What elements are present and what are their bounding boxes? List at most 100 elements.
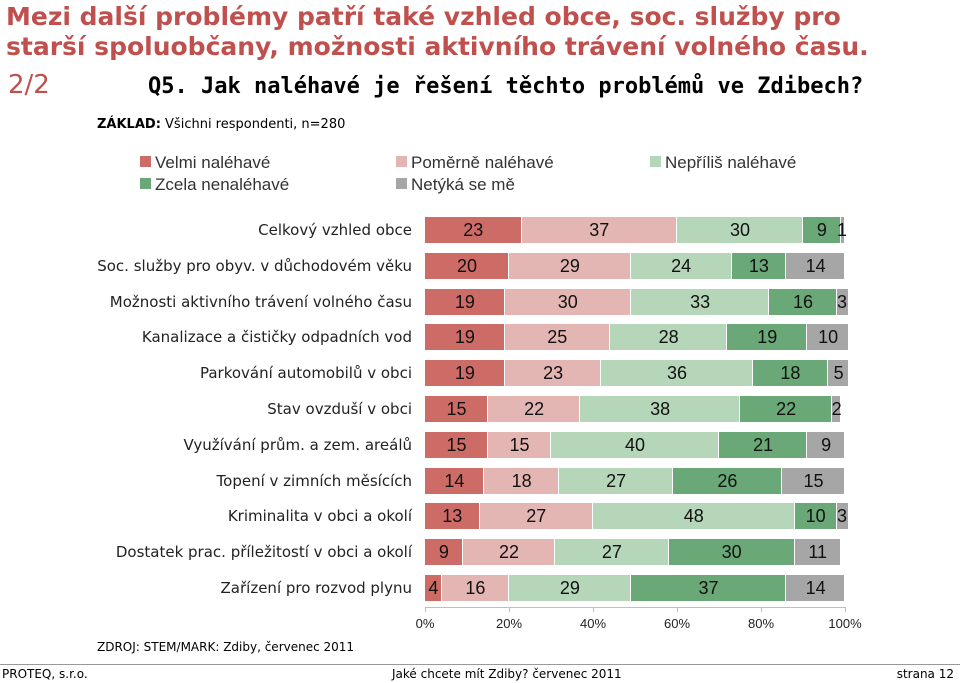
bar-segment-zcela: [794, 503, 837, 530]
bar-value-label: 13: [748, 255, 769, 276]
x-tick-label: 20%: [495, 616, 523, 631]
bar-segment-netyka: [832, 396, 841, 422]
x-tick-mark: [677, 607, 678, 612]
bar-segment-nepriliš: [677, 217, 803, 243]
bar-value-label: 37: [589, 220, 610, 240]
bar-value-label: 13: [442, 506, 463, 527]
bar-value-label: 20: [456, 255, 478, 276]
bar-value-label: 19: [757, 327, 778, 348]
bar-value-label: 38: [650, 399, 671, 419]
bar-value-label: 19: [454, 291, 475, 312]
bar-segment-netyka: [836, 288, 850, 315]
x-tick-mark: [845, 607, 846, 612]
title-line-1: Mezi další problémy patří také vzhled ob…: [6, 2, 841, 31]
footer-company: PROTEQ, s.r.o.: [2, 667, 88, 681]
title-line-2: starší spoluobčany, možnosti aktivního t…: [6, 32, 869, 61]
bar-segment-velmi: [425, 252, 509, 279]
bar-value-label: 29: [559, 255, 580, 276]
bar-segment-netyka: [828, 360, 850, 387]
category-label: Možnosti aktivního trávení volného času: [109, 292, 412, 311]
bar-value-label: 18: [511, 470, 532, 491]
bar-value-label: 22: [524, 399, 545, 419]
bar-value-label: 40: [624, 434, 646, 455]
bar-value-label: 4: [428, 578, 439, 598]
category-label: Dostatek prac. příležitostí v obci a oko…: [115, 543, 412, 562]
category-label: Celkový vzhled obce: [258, 221, 412, 239]
bar-value-label: 19: [454, 363, 475, 384]
legend-label: Velmi naléhavé: [155, 153, 271, 172]
bar-value-label: 9: [816, 220, 827, 240]
x-tick-label: 40%: [579, 616, 607, 631]
x-tick-label: 80%: [747, 616, 775, 631]
bar-value-label: 22: [498, 542, 519, 563]
bar-segment-velmi: [425, 217, 522, 243]
bar-value-label: 9: [438, 542, 449, 563]
bar-segment-zcela: [668, 539, 795, 566]
x-axis-line: [425, 607, 845, 608]
bar-value-label: 27: [606, 470, 627, 491]
category-label: Kanalizace a čističky odpadních vod: [141, 328, 412, 347]
bar-value-label: 15: [509, 434, 530, 455]
bar-segment-netyka: [840, 217, 845, 243]
bar-value-label: 16: [792, 291, 813, 312]
bar-segment-velmi: [425, 467, 484, 494]
bar-value-label: 3: [836, 506, 847, 527]
bar-segment-pomerne: [504, 324, 610, 351]
bar-segment-nepriliš: [580, 396, 740, 422]
bar-segment-velmi: [425, 396, 488, 422]
bar-value-label: 9: [821, 434, 832, 455]
bar-segment-pomerne: [483, 467, 560, 494]
bar-segment-velmi: [425, 539, 463, 566]
bar-segment-zcela: [769, 288, 837, 315]
bar-value-label: 33: [690, 291, 711, 312]
bar-segment-zcela: [630, 575, 787, 601]
bar-segment-netyka: [786, 575, 845, 601]
bar-segment-netyka: [836, 503, 850, 530]
bar-value-label: 24: [671, 255, 692, 276]
bar-segment-pomerne: [441, 575, 509, 601]
legend-item-velmi: Velmi naléhavé: [140, 153, 270, 173]
bar-segment-zcela: [727, 324, 808, 351]
bar-value-label: 30: [557, 291, 578, 312]
bar-segment-zcela: [740, 396, 833, 422]
bar-segment-nepriliš: [609, 324, 728, 351]
x-tick-label: 60%: [663, 616, 691, 631]
legend-item-pomerne: Poměrně naléhavé: [396, 153, 554, 173]
base-note: ZÁKLAD: Všichni respondenti, n=280: [97, 117, 345, 132]
bar-value-label: 18: [780, 363, 801, 384]
bar-value-label: 19: [454, 327, 475, 348]
x-tick-mark: [761, 607, 762, 612]
bar-value-label: 26: [717, 470, 738, 491]
bar-value-label: 14: [444, 470, 465, 491]
category-label: Zařízení pro rozvod plynu: [220, 579, 412, 597]
legend-swatch: [650, 156, 661, 167]
bar-segment-netyka: [782, 467, 845, 494]
bar-segment-zcela: [672, 467, 782, 494]
base-label: ZÁKLAD:: [97, 117, 161, 132]
footer-page: strana 12: [896, 667, 954, 681]
bar-segment-velmi: [425, 360, 505, 387]
x-tick-label: 0%: [415, 616, 435, 631]
bar-value-label: 10: [805, 506, 826, 527]
bar-value-label: 21: [753, 434, 774, 455]
bar-value-label: 23: [543, 363, 564, 384]
bar-value-label: 30: [729, 220, 751, 240]
page-label: 2/2: [8, 70, 50, 100]
bar-segment-zcela: [752, 360, 829, 387]
bar-value-label: 30: [721, 542, 742, 563]
page-title: Mezi další problémy patří také vzhled ob…: [6, 2, 946, 62]
bar-segment-pomerne: [504, 288, 631, 315]
footer-divider: [0, 664, 960, 665]
x-tick-mark: [425, 607, 426, 612]
question-text: Q5. Jak naléhavé je řešení těchto problé…: [148, 74, 864, 99]
bar-value-label: 15: [803, 470, 824, 491]
bar-value-label: 16: [465, 578, 486, 598]
bar-value-label: 14: [805, 578, 826, 598]
bar-value-label: 14: [805, 255, 826, 276]
x-tick-label: 100%: [828, 616, 862, 631]
category-label: Kriminalita v obci a okolí: [227, 507, 412, 526]
legend-label: Zcela nenaléhavé: [155, 175, 290, 194]
bar-segment-nepriliš: [555, 539, 669, 566]
bar-segment-nepriliš: [551, 431, 719, 458]
bar-segment-zcela: [803, 217, 841, 243]
